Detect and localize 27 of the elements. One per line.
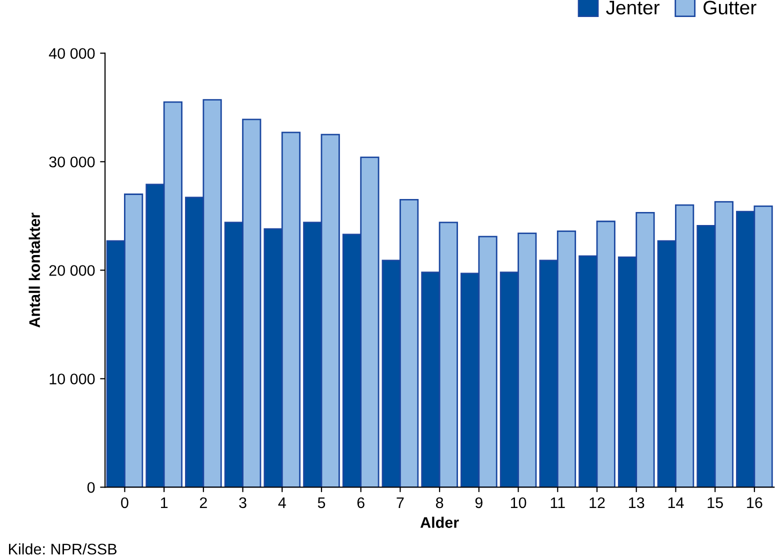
- x-tick-label: 7: [396, 497, 404, 508]
- x-tick-label: 4: [278, 497, 286, 508]
- x-tick-label: 12: [590, 497, 605, 508]
- x-tick-label: 15: [708, 497, 723, 508]
- x-tick-label: 6: [357, 497, 364, 508]
- x-tick-label: 9: [475, 497, 482, 508]
- x-tick-label: 1: [160, 497, 168, 508]
- x-tick-label: 10: [510, 497, 526, 508]
- x-tick-label: 2: [200, 497, 207, 508]
- y-tick-label: 0: [87, 482, 95, 493]
- x-tick-label: 0: [121, 497, 128, 508]
- x-tick-label: 16: [747, 497, 762, 508]
- x-axis-title: Alder: [420, 516, 459, 528]
- legend-label: Jenter: [606, 0, 660, 14]
- x-tick-label: 14: [668, 497, 684, 508]
- y-axis-title: Antall kontakter: [28, 212, 40, 328]
- y-tick-label: 20 000: [49, 265, 95, 276]
- x-tick-label: 11: [550, 497, 565, 508]
- legend-label: Gutter: [704, 0, 756, 14]
- x-tick-label: 5: [318, 497, 326, 508]
- x-tick-label: 13: [629, 497, 644, 508]
- y-tick-label: 30 000: [49, 156, 95, 168]
- y-tick-label: 10 000: [50, 374, 95, 384]
- y-tick-label: 40 000: [48, 48, 95, 59]
- x-tick-label: 3: [239, 497, 246, 508]
- text: Kilde: NPR/SSB: [9, 543, 117, 555]
- x-tick-label: 8: [436, 497, 444, 508]
